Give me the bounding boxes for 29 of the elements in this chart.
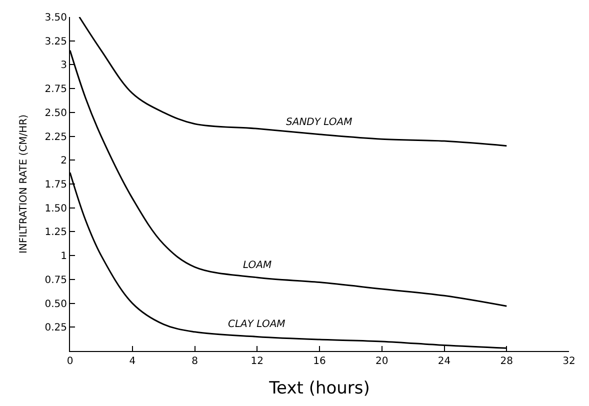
x-tick-label: 12 — [250, 356, 264, 367]
x-tick-label: 4 — [129, 356, 136, 367]
x-tick-label: 28 — [500, 356, 513, 367]
y-tick-label: 2 — [60, 156, 67, 167]
y-tick-label: 2.25 — [44, 132, 67, 143]
y-tick-label: 3.25 — [44, 36, 67, 48]
y-tick-label: 2.50 — [44, 108, 67, 119]
x-tick-label: 16 — [313, 356, 326, 367]
y-tick-label: 3.50 — [44, 12, 67, 24]
x-tick-label: 24 — [438, 356, 451, 367]
y-tick-label: 1.50 — [44, 203, 67, 214]
x-tick-label: 32 — [562, 356, 576, 367]
y-tick-label: 0.75 — [44, 274, 67, 286]
line-series — [78, 17, 508, 147]
x-tick-label: 0 — [66, 356, 74, 367]
y-tick-label: 2.75 — [44, 84, 67, 96]
x-tick-label: 20 — [376, 356, 388, 367]
y-tick-label: 0.50 — [44, 298, 67, 310]
x-axis-title: Text (hours) — [268, 378, 370, 398]
y-tick-label: 1 — [60, 251, 67, 262]
x-tick-label: 8 — [192, 356, 198, 367]
y-tick-label: 3 — [60, 60, 67, 72]
y-tick-label: 0.25 — [44, 322, 67, 334]
series-label: LOAM — [243, 260, 272, 271]
y-tick-label: 1.25 — [44, 227, 67, 238]
series-label: CLAY LOAM — [228, 319, 286, 330]
y-tick-label: 1.75 — [44, 180, 67, 190]
y-axis-title: INFILTRATION RATE (CM/HR) — [18, 114, 30, 254]
series-label: SANDY LOAM — [286, 117, 353, 128]
